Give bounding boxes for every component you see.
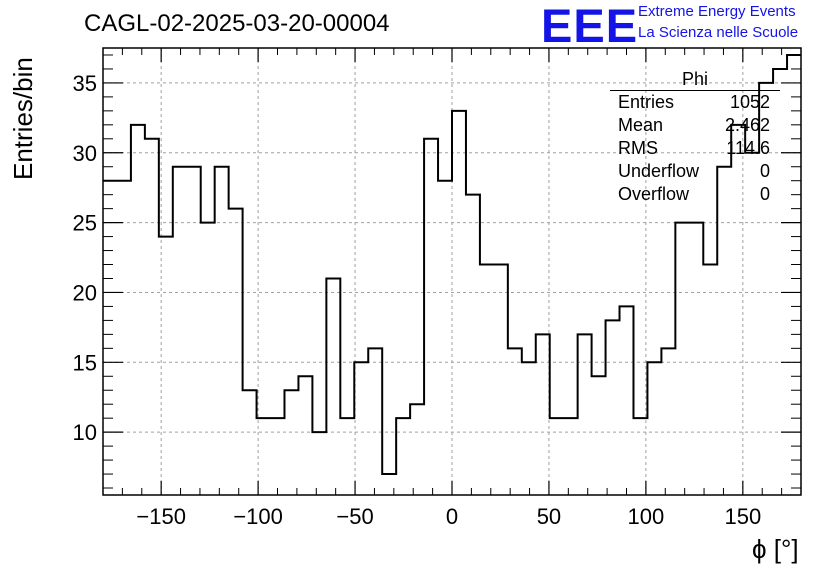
- stats-row: RMS 114.6: [610, 137, 780, 160]
- y-tick-label: 20: [73, 280, 97, 305]
- stats-value: 2.462: [724, 115, 770, 135]
- x-tick-label: 50: [537, 504, 561, 529]
- stats-box-title: Phi: [610, 68, 780, 91]
- stats-label: RMS: [618, 138, 658, 158]
- y-tick-label: 15: [73, 350, 97, 375]
- chart-title: CAGL-02-2025-03-20-00004: [84, 10, 390, 37]
- x-tick-label: 0: [446, 504, 458, 529]
- stats-row: Underflow 0: [610, 160, 780, 183]
- stats-row: Mean 2.462: [610, 114, 780, 137]
- stats-label: Overflow: [618, 184, 690, 204]
- histogram-line: [103, 53, 801, 476]
- stats-value: 114.6: [726, 138, 770, 158]
- tick-labels: −150 −100 −50 0 50 100 150 10 15 20 25 30 35: [73, 71, 762, 529]
- stats-value: 0: [759, 184, 770, 204]
- brand-line-2: La Scienza nelle Scuole: [638, 24, 799, 41]
- stats-label: Mean: [618, 115, 664, 135]
- x-tick-label: −50: [336, 504, 373, 529]
- stats-box: Phi Entries 1052 Mean 2.462 RMS 114.6 Under…: [610, 68, 780, 206]
- x-tick-label: 100: [628, 504, 665, 529]
- stats-value: 1052: [729, 92, 770, 112]
- y-tick-label: 35: [73, 71, 97, 96]
- axis-ticks: [103, 48, 801, 495]
- y-tick-label: 10: [73, 420, 97, 445]
- stats-row: Overflow 0: [610, 183, 780, 206]
- x-tick-label: −150: [136, 504, 186, 529]
- x-tick-label: 150: [724, 504, 761, 529]
- plot-frame: [102, 47, 802, 496]
- stats-label: Entries: [618, 92, 675, 112]
- y-tick-label: 25: [73, 211, 97, 236]
- stats-value: 0: [759, 161, 770, 181]
- brand-line-1: Extreme Energy Events: [638, 3, 796, 20]
- eee-logo: EEE: [541, 0, 639, 52]
- x-tick-label: −100: [233, 504, 283, 529]
- stats-label: Underflow: [618, 161, 700, 181]
- x-axis-label: ϕ [°]: [752, 534, 799, 564]
- y-tick-label: 30: [73, 141, 97, 166]
- grid-lines: [103, 48, 801, 495]
- stats-row: Entries 1052: [610, 91, 780, 114]
